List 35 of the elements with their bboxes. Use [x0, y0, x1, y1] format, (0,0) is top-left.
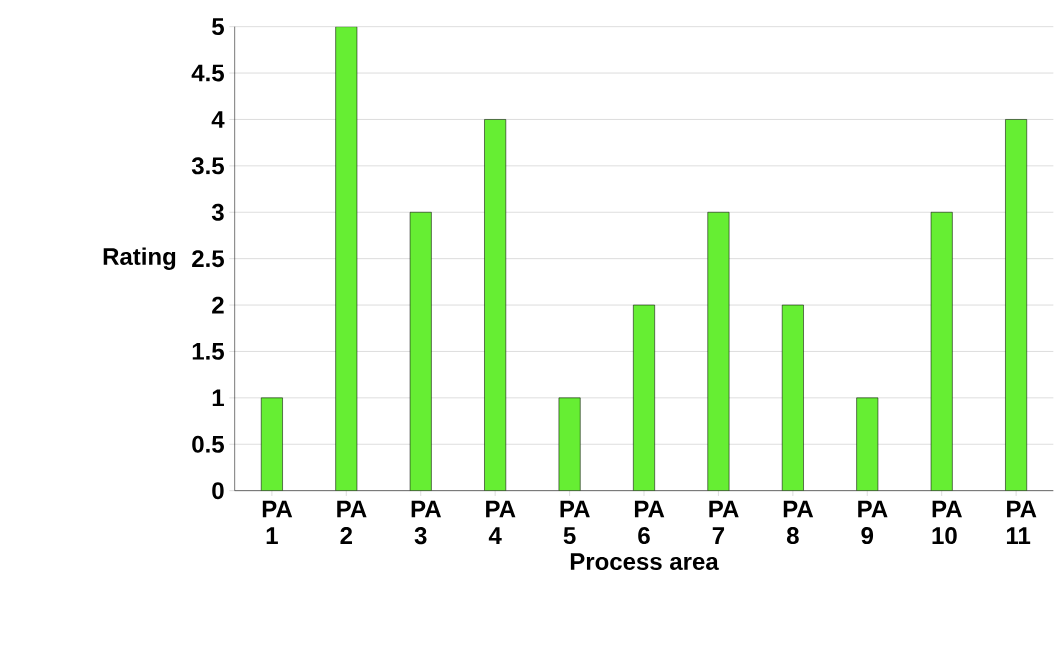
x-tick-label: PA 1 — [262, 500, 293, 544]
y-tick-label: 0 — [212, 482, 224, 500]
bar — [261, 397, 283, 491]
y-axis-title: Rating — [103, 247, 176, 270]
x-tick-label: PA 9 — [858, 500, 888, 545]
x-tick-label: PA 7 — [709, 500, 739, 544]
bar — [782, 305, 804, 491]
x-tick-label: PA 3 — [411, 500, 442, 545]
x-tick-label: PA 5 — [560, 500, 590, 545]
y-tick-label: 1 — [212, 389, 224, 407]
x-axis-title: Process area — [570, 553, 719, 571]
bar — [484, 119, 506, 491]
x-tick-label: PA 4 — [486, 500, 516, 544]
bar — [558, 397, 581, 491]
y-tick-label: 3 — [211, 203, 224, 221]
bar — [1005, 119, 1028, 491]
x-tick-label: PA 11 — [1006, 500, 1037, 544]
y-tick-label: 0.5 — [192, 435, 224, 453]
y-tick-label: 5 — [212, 18, 224, 36]
bar — [707, 212, 730, 491]
x-tick-label: PA 8 — [783, 500, 814, 545]
y-tick-label: 3.5 — [191, 157, 224, 175]
bar — [410, 212, 432, 491]
y-tick-label: 2.5 — [192, 250, 224, 268]
x-tick-label: PA 2 — [337, 500, 367, 544]
y-tick-label: 4.5 — [191, 64, 224, 82]
bar — [335, 26, 357, 491]
y-tick-label: 4 — [211, 111, 225, 128]
bar — [633, 305, 655, 491]
x-tick-label: PA 6 — [634, 500, 665, 545]
x-tick-label: PA 10 — [932, 500, 962, 545]
bar — [931, 212, 953, 491]
y-tick-label: 1.5 — [192, 343, 224, 360]
bar — [856, 397, 878, 491]
y-tick-label: 2 — [212, 296, 224, 314]
